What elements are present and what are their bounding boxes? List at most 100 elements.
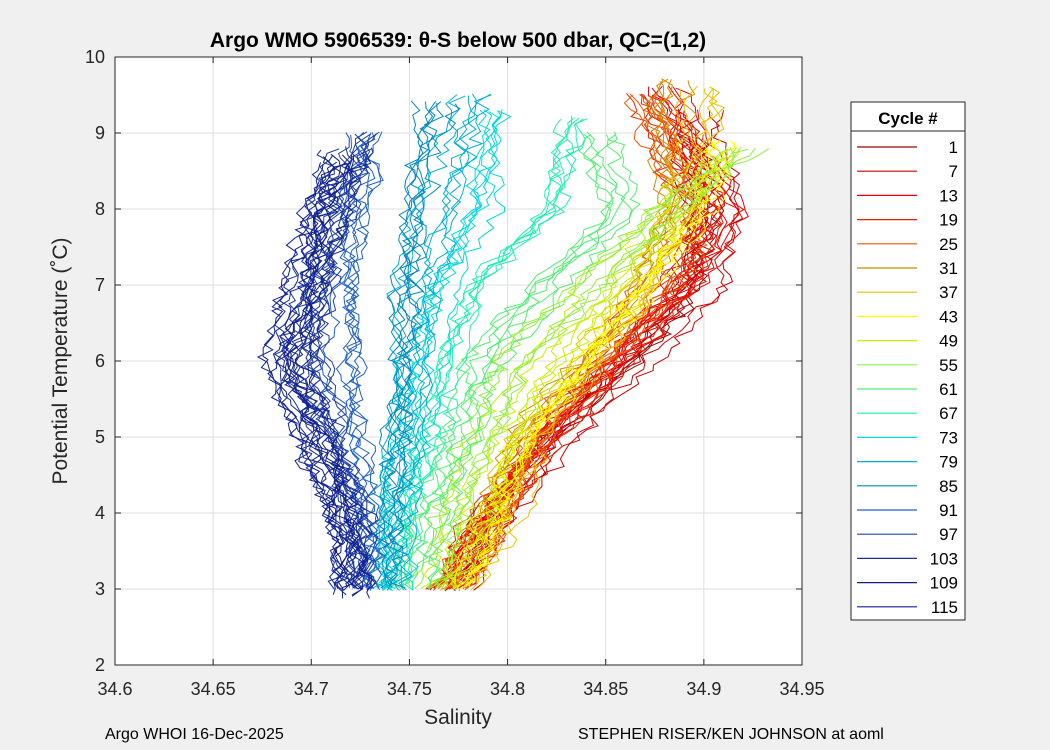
x-tick-label: 34.75	[387, 679, 432, 699]
cycle-67-profile	[400, 118, 584, 591]
x-tick-label: 34.7	[294, 679, 329, 699]
y-axis-label: Potential Temperature (˚C)	[49, 237, 72, 484]
legend-label-1: 1	[949, 138, 958, 157]
cycle-115-profile	[260, 162, 349, 599]
cycle-49-profile	[450, 148, 737, 589]
cycle-115-profile	[283, 162, 367, 597]
cycle-85-profile	[385, 101, 442, 589]
legend-label-55: 55	[939, 356, 958, 375]
legend-label-85: 85	[939, 477, 958, 496]
x-tick-label: 34.85	[583, 679, 628, 699]
y-tick-label: 2	[95, 655, 105, 675]
cycle-37-profile	[445, 85, 699, 588]
chart-title: Argo WMO 5906539: θ-S below 500 dbar, QC…	[210, 29, 706, 52]
legend-label-91: 91	[939, 501, 958, 520]
cycle-115-profile	[256, 161, 348, 595]
legend-label-25: 25	[939, 235, 958, 254]
cycle-67-profile	[393, 118, 588, 589]
legend-label-13: 13	[939, 186, 958, 205]
cycle-67-profile	[376, 118, 566, 589]
cycle-109-profile	[300, 153, 372, 590]
legend-label-37: 37	[939, 283, 958, 302]
y-tick-label: 5	[95, 427, 105, 447]
cycle-91-profile	[343, 132, 380, 590]
cycle-55-profile	[428, 148, 749, 590]
cycle-103-profile	[309, 147, 379, 591]
cycle-103-profile	[273, 148, 344, 589]
cycle-61-profile	[403, 134, 626, 590]
cycle-49-profile	[450, 148, 740, 589]
legend-title: Cycle #	[878, 109, 938, 128]
x-tick-label: 34.95	[779, 679, 824, 699]
tick-labels: 34.6 34.65 34.7 34.75 34.8 34.85 34.9 34.95 2 3 4 5…	[85, 47, 825, 699]
legend-label-43: 43	[939, 307, 958, 326]
legend-label-97: 97	[939, 525, 958, 544]
cycle-61-profile	[426, 133, 641, 589]
y-tick-label: 6	[95, 351, 105, 371]
legend-label-73: 73	[939, 428, 958, 447]
cycle-109-profile	[278, 156, 351, 591]
cycle-115-profile	[281, 162, 373, 599]
legend-label-49: 49	[939, 332, 958, 351]
footer-left: Argo WHOI 16-Dec-2025	[105, 726, 284, 743]
legend-label-103: 103	[930, 549, 958, 568]
legend-label-109: 109	[930, 574, 958, 593]
y-tick-label: 9	[95, 123, 105, 143]
legend-label-61: 61	[939, 380, 958, 399]
legend-label-67: 67	[939, 404, 958, 423]
cycle-91-profile	[348, 131, 391, 590]
cycle-43-profile	[454, 140, 718, 590]
y-tick-label: 8	[95, 199, 105, 219]
cycle-115-profile	[274, 162, 369, 596]
y-tick-label: 3	[95, 579, 105, 599]
cycle-37-profile	[462, 88, 726, 588]
cycle-85-profile	[389, 103, 460, 589]
cycle-7-profile	[473, 110, 741, 591]
cycle-31-profile	[450, 78, 677, 590]
cycle-31-profile	[434, 79, 667, 588]
cycle-13-profile	[438, 85, 718, 589]
cycle-55-profile	[438, 146, 742, 591]
cycle-49-profile	[435, 147, 708, 589]
cycle-97-profile	[303, 131, 368, 590]
cycle-97-profile	[316, 131, 380, 591]
footer-right: STEPHEN RISER/KEN JOHNSON at aoml	[578, 726, 884, 743]
x-tick-label: 34.9	[686, 679, 721, 699]
x-tick-label: 34.6	[97, 679, 132, 699]
cycle-49-profile	[453, 147, 729, 591]
legend-label-7: 7	[949, 162, 958, 181]
x-tick-label: 34.8	[490, 679, 525, 699]
cycle-115-profile	[267, 163, 347, 596]
cycle-79-profile	[398, 94, 492, 591]
cycle-61-profile	[393, 131, 612, 589]
legend-label-79: 79	[939, 453, 958, 472]
cycle-97-profile	[294, 133, 363, 589]
legend-label-19: 19	[939, 211, 958, 230]
cycle-49-profile	[435, 148, 730, 589]
cycle-43-profile	[468, 140, 738, 588]
cycle-55-profile	[405, 148, 729, 588]
cycle-55-profile	[432, 148, 770, 589]
cycle-67-profile	[387, 117, 580, 590]
y-tick-label: 7	[95, 275, 105, 295]
cycle-61-profile	[422, 131, 633, 591]
cycle-109-profile	[288, 154, 357, 588]
legend-label-31: 31	[939, 259, 958, 278]
cycle-55-profile	[434, 147, 756, 588]
y-tick-label: 4	[95, 503, 105, 523]
axis-ticks	[114, 56, 803, 666]
legend-label-115: 115	[931, 598, 958, 617]
cycle-31-profile	[447, 78, 686, 588]
cycle-85-profile	[363, 100, 424, 591]
cycle-31-profile	[440, 79, 676, 591]
cycle-103-profile	[288, 148, 373, 589]
cycle-73-profile	[401, 110, 512, 591]
y-tick-label: 10	[85, 47, 105, 67]
cycle-85-profile	[384, 103, 445, 591]
series-lines	[256, 78, 770, 599]
cycle-109-profile	[285, 154, 360, 590]
x-axis-label: Salinity	[424, 706, 492, 729]
legend: Cycle # 1 7 13 19 25 31 37 43 49 55 61 67 73 79 85 91 97…	[850, 101, 966, 621]
x-tick-label: 34.65	[191, 679, 236, 699]
